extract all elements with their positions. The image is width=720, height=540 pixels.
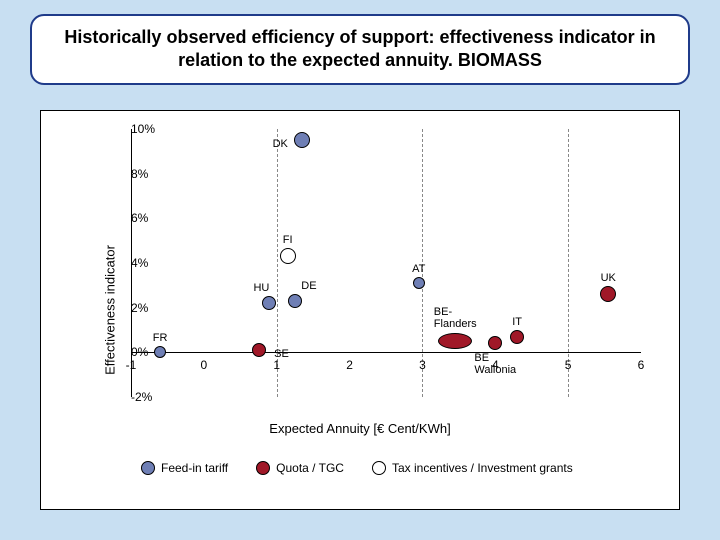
legend-item: Tax incentives / Investment grants: [372, 461, 573, 475]
y-tick-label: 8%: [131, 167, 137, 181]
data-point-label: FR: [153, 332, 168, 344]
plot-area: -2%0%2%4%6%8%10%-10123456FRSEHUDEFIDKATB…: [131, 129, 641, 397]
data-point-label: BE- Flanders: [434, 306, 477, 330]
data-point-label: AT: [412, 263, 425, 275]
data-point-label: DK: [273, 138, 288, 150]
data-point-label: UK: [601, 272, 616, 284]
y-axis-label: Effectiveness indicator: [103, 245, 118, 375]
data-point-label: IT: [512, 316, 522, 328]
data-point: [488, 336, 502, 350]
y-tick-label: 6%: [131, 211, 137, 225]
data-point-label: SE: [274, 348, 289, 360]
data-point: [288, 294, 302, 308]
legend: Feed-in tariff Quota / TGC Tax incentives …: [141, 461, 659, 475]
data-point: [154, 346, 166, 358]
data-point: [600, 286, 616, 302]
slide-title: Historically observed efficiency of supp…: [30, 14, 690, 85]
slide: Historically observed efficiency of supp…: [0, 0, 720, 540]
x-tick-label: 5: [565, 352, 572, 372]
x-tick-label: 0: [201, 352, 208, 372]
data-point-label: HU: [253, 282, 269, 294]
y-tick-label: 4%: [131, 256, 137, 270]
x-tick-label: 3: [419, 352, 426, 372]
data-point: [510, 330, 524, 344]
data-point-label: FI: [283, 234, 293, 246]
y-tick-label: 10%: [131, 122, 137, 136]
x-axis-label: Expected Annuity [€ Cent/KWh]: [41, 421, 679, 436]
x-tick-label: -1: [126, 352, 137, 372]
data-point: [413, 277, 425, 289]
legend-swatch: [372, 461, 386, 475]
legend-swatch: [141, 461, 155, 475]
biomass-scatter-chart: Effectiveness indicator -2%0%2%4%6%8%10%…: [40, 110, 680, 510]
y-tick-label: 2%: [131, 301, 137, 315]
data-point-label: BE Wallonia: [474, 352, 516, 376]
data-point: [294, 132, 310, 148]
data-point: [280, 248, 296, 264]
y-tick-label: -2%: [131, 390, 137, 404]
data-point-label: DE: [301, 280, 316, 292]
legend-swatch: [256, 461, 270, 475]
legend-item: Quota / TGC: [256, 461, 344, 475]
x-tick-label: 2: [346, 352, 353, 372]
x-tick-label: 6: [638, 352, 645, 372]
legend-label: Tax incentives / Investment grants: [392, 461, 573, 475]
legend-label: Feed-in tariff: [161, 461, 228, 475]
legend-label: Quota / TGC: [276, 461, 344, 475]
data-point: [262, 296, 276, 310]
legend-item: Feed-in tariff: [141, 461, 228, 475]
data-point: [252, 343, 266, 357]
data-point: [438, 333, 472, 349]
